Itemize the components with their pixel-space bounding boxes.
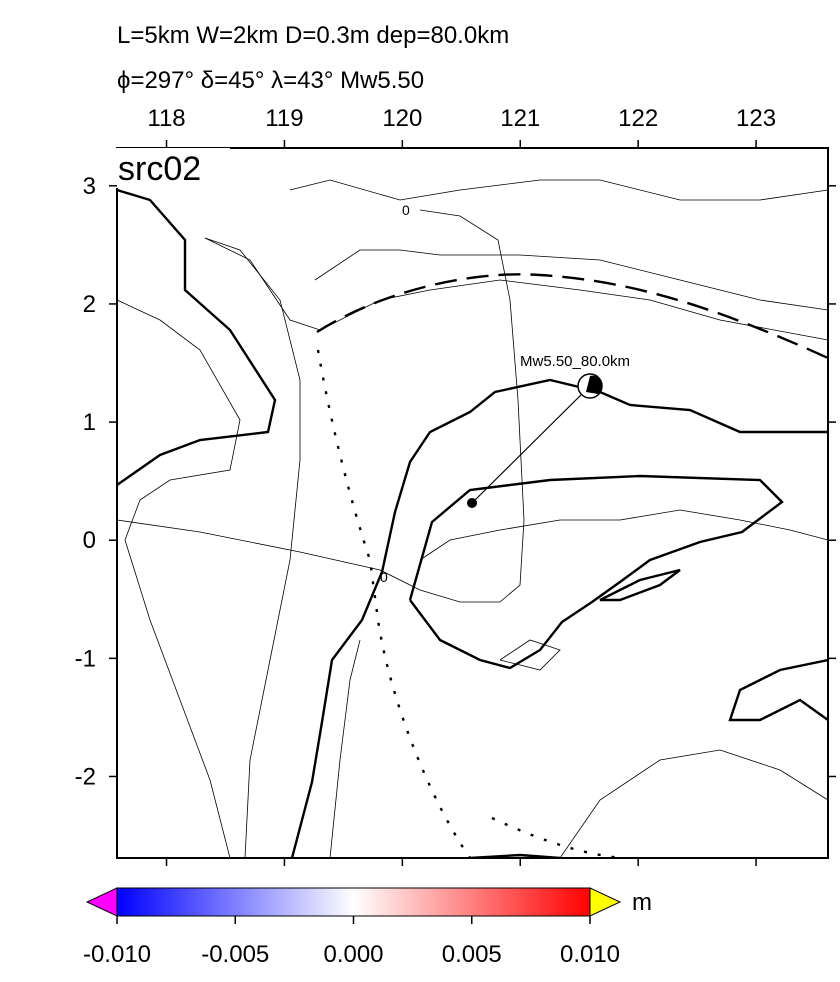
colorbar-tick-label: 0.005 <box>442 941 502 968</box>
contours: 0 0 Mw5.50_80.0km <box>117 179 828 858</box>
y-tick-label: 1 <box>83 409 96 436</box>
y-tick-label: -1 <box>75 645 96 672</box>
colorbar-unit: m <box>632 889 652 916</box>
x-tick-label: 123 <box>736 105 776 132</box>
event-label: Mw5.50_80.0km <box>520 353 630 370</box>
contour-label: 0 <box>402 202 410 218</box>
y-tick-label: 0 <box>83 527 96 554</box>
colorbar-tick-label: -0.010 <box>83 941 151 968</box>
panel-label: src02 <box>118 150 201 188</box>
colorbar-tick-label: 0.000 <box>323 941 383 968</box>
colorbar-low <box>85 887 118 917</box>
y-tick-label: 3 <box>83 173 96 200</box>
colorbar <box>116 887 591 917</box>
subtitle: ϕ=297° δ=45° λ=43° Mw5.50 <box>117 67 424 94</box>
colorbar-tick-label: -0.005 <box>201 941 269 968</box>
colorbar-high <box>589 887 622 917</box>
x-tick-label: 120 <box>382 105 422 132</box>
title: L=5km W=2km D=0.3m dep=80.0km <box>117 22 509 49</box>
x-tick-label: 121 <box>500 105 540 132</box>
x-tick-label: 119 <box>265 105 303 132</box>
colorbar-tick-label: 0.010 <box>560 941 620 968</box>
contour-label: 0 <box>380 569 388 585</box>
x-tick-label: 118 <box>147 105 185 132</box>
label-bg <box>110 148 230 188</box>
frame <box>116 147 829 859</box>
x-tick-label: 122 <box>618 105 658 132</box>
y-tick-label: -2 <box>75 763 96 790</box>
y-tick-label: 2 <box>83 291 96 318</box>
